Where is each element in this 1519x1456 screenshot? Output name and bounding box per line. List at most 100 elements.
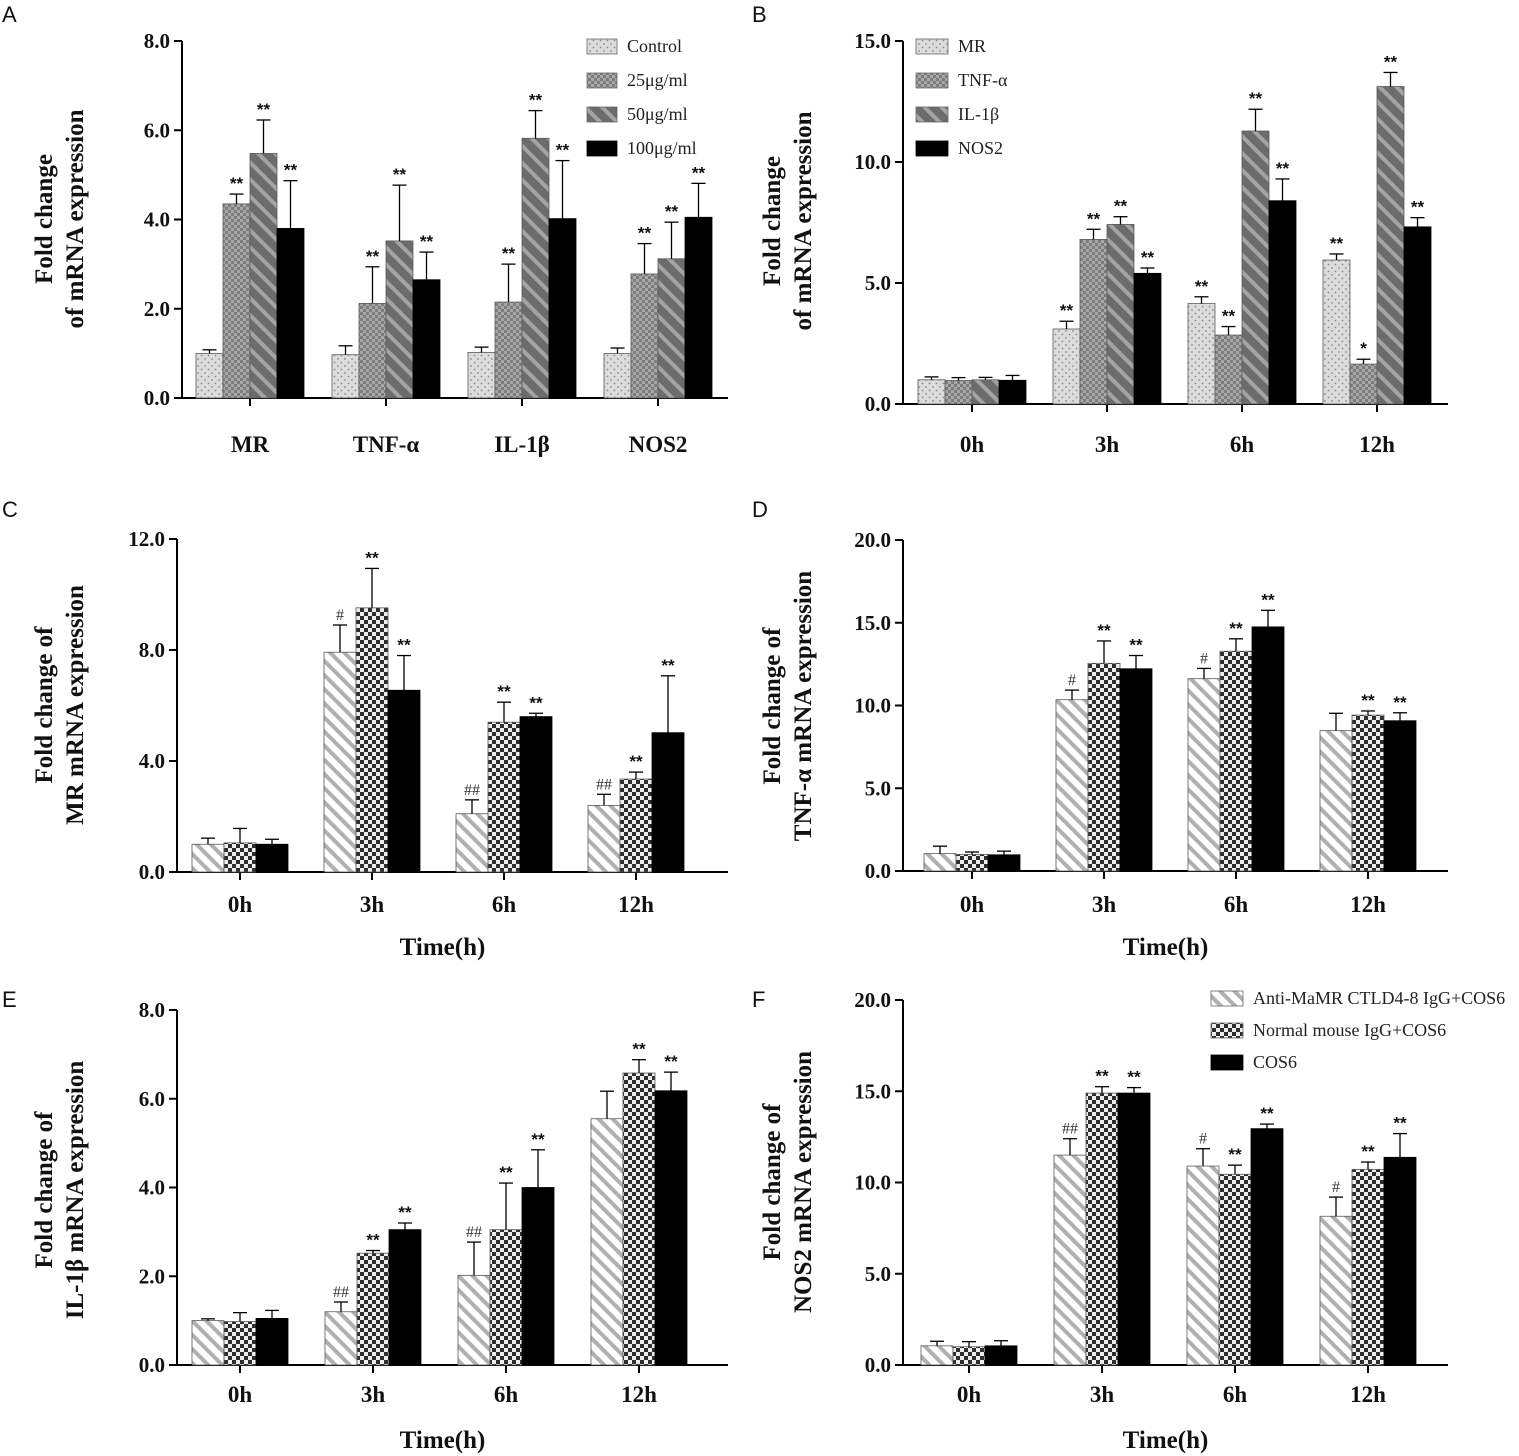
significance-star: **	[1330, 234, 1344, 253]
significance-star: **	[497, 682, 511, 701]
y-axis-label-line: Fold change of	[31, 626, 58, 784]
y-tick-label: 0.0	[139, 860, 165, 884]
x-category-label: 12h	[1350, 892, 1386, 917]
bar	[255, 1318, 289, 1366]
significance-star: **	[638, 224, 652, 243]
legend: Control 25μg/ml 50μg/ml 100μg/ml	[586, 36, 697, 158]
y-tick-label: 8.0	[139, 998, 165, 1022]
x-category-label: 0h	[960, 892, 985, 917]
significance-star: **	[1393, 1114, 1407, 1133]
x-category-label: 6h	[1223, 1382, 1248, 1407]
bar	[1214, 334, 1243, 405]
bar	[971, 379, 1000, 405]
significance-star: **	[1249, 89, 1263, 108]
y-axis-label-line: of mRNA expression	[62, 109, 89, 328]
y-axis-label-line: IL-1β mRNA expression	[62, 1061, 89, 1320]
panel-label-e: E	[2, 987, 17, 1012]
bar	[1119, 668, 1153, 872]
bar	[331, 354, 360, 399]
panel-label-f: F	[752, 987, 765, 1012]
bar	[1322, 259, 1351, 405]
legend-swatch	[586, 106, 618, 123]
y-tick-label: 4.0	[144, 208, 170, 232]
y-tick-label: 4.0	[139, 749, 165, 773]
legend-swatch	[915, 72, 949, 89]
y-axis-label-line: of mRNA expression	[790, 111, 817, 330]
legend-label: Control	[627, 36, 682, 56]
significance-star: **	[1127, 1068, 1141, 1087]
bar	[1133, 272, 1162, 405]
bar	[223, 1321, 257, 1366]
y-tick-label: 5.0	[865, 776, 891, 800]
bar	[590, 1118, 624, 1366]
bar	[1319, 730, 1353, 872]
significance-star: **	[661, 656, 675, 675]
bar	[195, 352, 224, 399]
bar	[1403, 226, 1432, 405]
y-tick-label: 5.0	[865, 271, 891, 295]
x-category-label: 6h	[1230, 432, 1255, 457]
bar	[1250, 1128, 1284, 1366]
y-tick-label: 12.0	[128, 527, 165, 551]
y-tick-label: 20.0	[854, 988, 891, 1012]
bar	[1383, 720, 1417, 872]
y-tick-label: 4.0	[139, 1176, 165, 1200]
bar	[1079, 239, 1108, 405]
x-category-label: 12h	[1350, 1382, 1386, 1407]
x-category-label: 12h	[1359, 432, 1395, 457]
bar	[1055, 699, 1089, 872]
panel-label-c: C	[2, 497, 18, 522]
x-category-label: 3h	[1090, 1382, 1115, 1407]
bar	[249, 153, 278, 399]
significance-star: **	[398, 1203, 412, 1222]
significance-star: **	[664, 1052, 678, 1071]
significance-star: **	[1060, 301, 1074, 320]
bar	[1187, 678, 1221, 872]
x-axis-label: Time(h)	[1123, 1427, 1209, 1454]
legend: MR TNF-α IL-1β NOS2	[915, 36, 1008, 158]
significance-hash: #	[336, 607, 344, 624]
bar	[489, 1229, 523, 1366]
significance-hash: #	[1332, 1179, 1340, 1196]
significance-hash: #	[1200, 650, 1208, 667]
chart-panel-b: 0.05.010.015.00h 3h 6h 12h*****************…	[759, 29, 1448, 457]
chart-panel-f: 0.05.010.015.020.00h 3h 6h 12h####**** *****…	[759, 988, 1505, 1454]
significance-star: **	[632, 1040, 646, 1059]
bar	[587, 805, 621, 873]
x-category-label: NOS2	[629, 432, 688, 457]
bar	[1219, 650, 1253, 872]
bar	[1241, 130, 1270, 405]
y-axis-label-line: Fold change of	[31, 1111, 58, 1269]
bar	[998, 379, 1027, 405]
significance-star: **	[665, 202, 679, 221]
bar	[1349, 363, 1378, 405]
x-category-label: 12h	[618, 892, 654, 917]
panel-label-d: D	[752, 497, 768, 522]
chart-panel-d: 0.0 5.0 10.0 15.0 20.0 0h 3h 6h 12h # # ** ** ** ** ** *…	[759, 528, 1448, 961]
bar	[654, 1090, 688, 1366]
bar	[1268, 200, 1297, 405]
y-tick-label: 0.0	[865, 1353, 891, 1377]
bar	[457, 1274, 491, 1366]
x-category-label: IL-1β	[494, 432, 550, 457]
y-tick-label: 8.0	[139, 638, 165, 662]
bar	[548, 218, 577, 399]
significance-star: **	[1229, 619, 1243, 638]
significance-star: **	[393, 165, 407, 184]
bar	[1319, 1215, 1353, 1366]
x-axis-label: Time(h)	[400, 934, 486, 961]
bar	[519, 716, 553, 873]
legend-swatch	[586, 38, 618, 55]
bar	[684, 216, 713, 399]
significance-hash: #	[1199, 1131, 1207, 1148]
legend-label: Anti-MaMR CTLD4-8 IgG+COS6	[1253, 988, 1505, 1008]
y-tick-label: 8.0	[144, 29, 170, 53]
significance-star: **	[1114, 197, 1128, 216]
bar	[603, 352, 632, 399]
significance-star: **	[1361, 691, 1375, 710]
x-category-label: 6h	[1224, 892, 1249, 917]
significance-star: **	[1411, 198, 1425, 217]
significance-star: **	[366, 247, 380, 266]
bar	[467, 352, 496, 399]
bar	[455, 813, 489, 873]
